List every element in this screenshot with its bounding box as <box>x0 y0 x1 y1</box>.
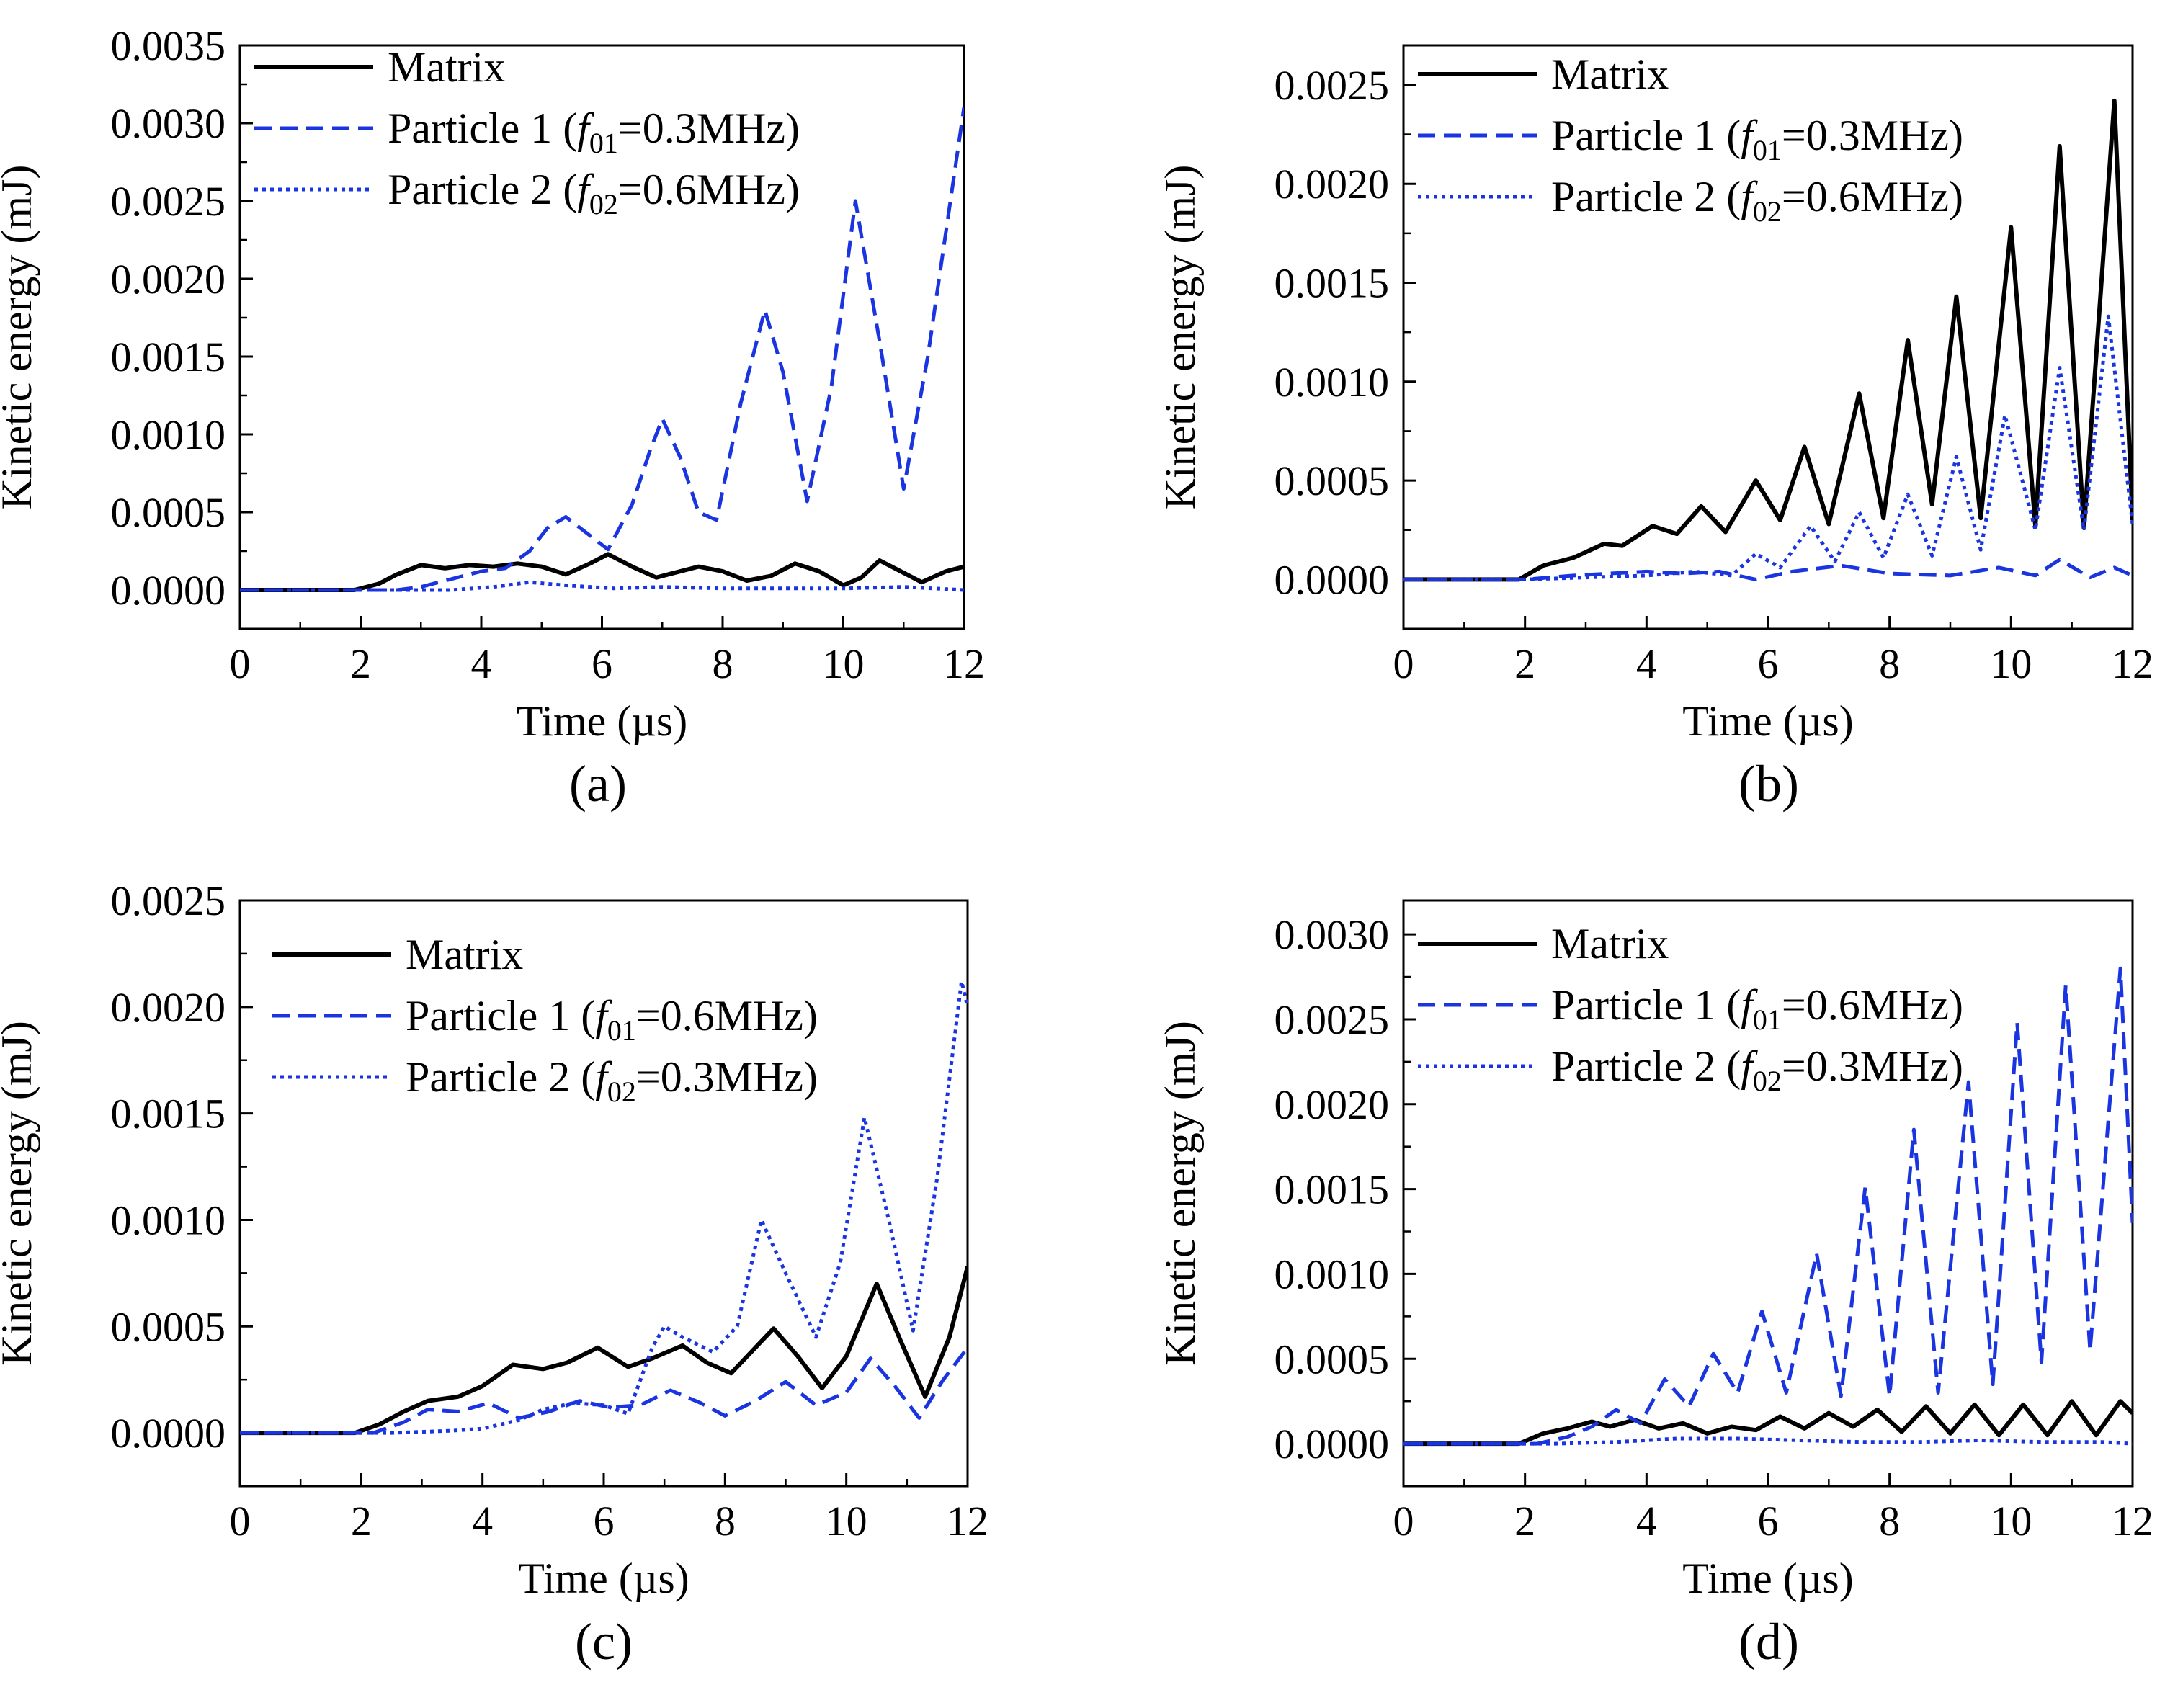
y-tick-label: 0.0000 <box>111 1410 226 1457</box>
x-tick-label: 0 <box>230 1498 251 1544</box>
x-tick-label: 12 <box>2112 640 2153 687</box>
y-tick-label: 0.0030 <box>111 100 226 147</box>
y-tick-label: 0.0005 <box>1275 457 1390 504</box>
x-tick-label: 4 <box>1636 1498 1657 1544</box>
panel-d: 0 2 4 6 8 10 12 0.0000 0.0005 0.0010 0.0015 0.0020 0… <box>1156 899 2153 1671</box>
y-tick-label: 0.0025 <box>111 178 226 225</box>
x-tick-label: 4 <box>471 640 492 687</box>
y-tick-label: 0.0010 <box>111 411 226 458</box>
x-tick-label: 6 <box>594 1498 615 1544</box>
series-line-particle-1 <box>1403 966 2133 1446</box>
x-tick-label: 12 <box>943 640 985 687</box>
y-axis-label: Kinetic energy (mJ) <box>1156 165 1204 510</box>
x-tick-label: 6 <box>1758 640 1779 687</box>
x-tick-label: 8 <box>1879 640 1900 687</box>
y-tick-label: 0.0025 <box>1275 62 1390 109</box>
legend-label: Particle 2 (f02=0.6MHz) <box>1551 173 1963 228</box>
x-tick-label: 2 <box>350 640 371 687</box>
x-tick-label: 12 <box>947 1498 988 1544</box>
x-axis-label: Time (µs) <box>1682 1555 1853 1602</box>
series-line-matrix <box>240 1266 968 1436</box>
x-tick-label: 2 <box>351 1498 372 1544</box>
legend-label: Particle 2 (f02=0.6MHz) <box>388 166 800 220</box>
x-tick-label: 4 <box>1636 640 1657 687</box>
legend-label: Particle 1 (f01=0.3MHz) <box>1551 112 1963 166</box>
x-tick-label: 0 <box>1393 1498 1414 1544</box>
series-line-particle-1 <box>240 1346 968 1435</box>
y-tick-label: 0.0035 <box>111 22 226 69</box>
y-tick-label: 0.0010 <box>1275 1251 1390 1297</box>
x-tick-label: 10 <box>826 1498 867 1544</box>
x-tick-label: 10 <box>823 640 865 687</box>
x-tick-label: 4 <box>472 1498 493 1544</box>
legend-label: Matrix <box>1551 920 1669 967</box>
y-tick-label: 0.0030 <box>1275 911 1390 958</box>
y-axis-label: Kinetic energy (mJ) <box>0 1021 40 1366</box>
x-axis-label: Time (µs) <box>1682 697 1853 745</box>
y-tick-label: 0.0015 <box>111 1091 226 1137</box>
y-tick-label: 0.0020 <box>111 984 226 1031</box>
plot-frame <box>238 899 969 1488</box>
panel-caption: (b) <box>1738 755 1799 813</box>
panel-b: 0 2 4 6 8 10 12 0.0000 0.0005 0.0010 0.0015 0.0020 0… <box>1156 44 2153 813</box>
y-tick-label: 0.0015 <box>1275 259 1390 306</box>
legend-label: Matrix <box>388 43 505 91</box>
x-tick-label: 0 <box>1393 640 1414 687</box>
legend-label: Particle 1 (f01=0.6MHz) <box>406 992 818 1047</box>
series-line-particle-2 <box>1403 314 2133 581</box>
legend-label: Particle 1 (f01=0.3MHz) <box>388 104 800 159</box>
legend-label: Matrix <box>406 931 523 978</box>
x-tick-label: 8 <box>715 1498 736 1544</box>
x-tick-label: 10 <box>1990 1498 2032 1544</box>
y-tick-label: 0.0000 <box>1275 556 1390 603</box>
y-tick-label: 0.0005 <box>1275 1336 1390 1382</box>
y-tick-label: 0.0025 <box>1275 996 1390 1043</box>
y-tick-label: 0.0005 <box>111 489 226 536</box>
y-axis-label: Kinetic energy (mJ) <box>0 165 40 510</box>
y-tick-label: 0.0000 <box>111 567 226 614</box>
x-axis-label: Time (µs) <box>517 697 687 745</box>
x-tick-label: 10 <box>1990 640 2032 687</box>
x-tick-label: 8 <box>1879 1498 1900 1544</box>
series-line-particle-2 <box>240 580 964 592</box>
x-tick-label: 6 <box>592 640 612 687</box>
y-tick-label: 0.0010 <box>1275 359 1390 406</box>
legend-label: Particle 1 (f01=0.6MHz) <box>1551 981 1963 1036</box>
y-tick-label: 0.0010 <box>111 1197 226 1243</box>
x-tick-label: 0 <box>230 640 251 687</box>
series-line-matrix <box>240 552 964 592</box>
legend-label: Particle 2 (f02=0.3MHz) <box>1551 1042 1963 1097</box>
y-tick-label: 0.0015 <box>111 334 226 380</box>
plot-frame <box>1402 899 2134 1488</box>
x-tick-label: 2 <box>1514 1498 1535 1544</box>
panel-caption: (c) <box>575 1613 633 1671</box>
y-tick-label: 0.0005 <box>111 1303 226 1350</box>
y-tick-label: 0.0000 <box>1275 1421 1390 1467</box>
series-line-matrix <box>1403 1399 2133 1447</box>
panel-c: 0 2 4 6 8 10 12 0.0000 0.0005 0.0010 0.0015 0.0020 0… <box>0 877 988 1671</box>
y-tick-label: 0.0020 <box>111 256 226 303</box>
y-axis-label: Kinetic energy (mJ) <box>1156 1021 1204 1366</box>
y-tick-label: 0.0025 <box>111 877 226 924</box>
panel-a: 0 2 4 6 8 10 12 0.0000 0.0005 0.0010 0.0015 0.0020 0… <box>0 22 985 813</box>
x-tick-label: 6 <box>1758 1498 1779 1544</box>
plot-frame <box>1402 44 2134 630</box>
x-tick-label: 2 <box>1514 640 1535 687</box>
x-tick-label: 12 <box>2112 1498 2153 1544</box>
y-tick-label: 0.0020 <box>1275 1081 1390 1128</box>
series-line-particle-1 <box>1403 558 2133 581</box>
y-tick-label: 0.0015 <box>1275 1166 1390 1213</box>
panel-caption: (d) <box>1738 1613 1799 1671</box>
x-tick-label: 8 <box>713 640 733 687</box>
y-tick-label: 0.0020 <box>1275 161 1390 207</box>
series-line-matrix <box>1403 98 2133 582</box>
series-line-particle-2 <box>240 979 968 1435</box>
series-line-particle-1 <box>240 107 964 592</box>
legend-label: Matrix <box>1551 50 1669 98</box>
legend-label: Particle 2 (f02=0.3MHz) <box>406 1053 818 1108</box>
x-axis-label: Time (µs) <box>518 1555 689 1602</box>
panel-caption: (a) <box>569 755 627 813</box>
